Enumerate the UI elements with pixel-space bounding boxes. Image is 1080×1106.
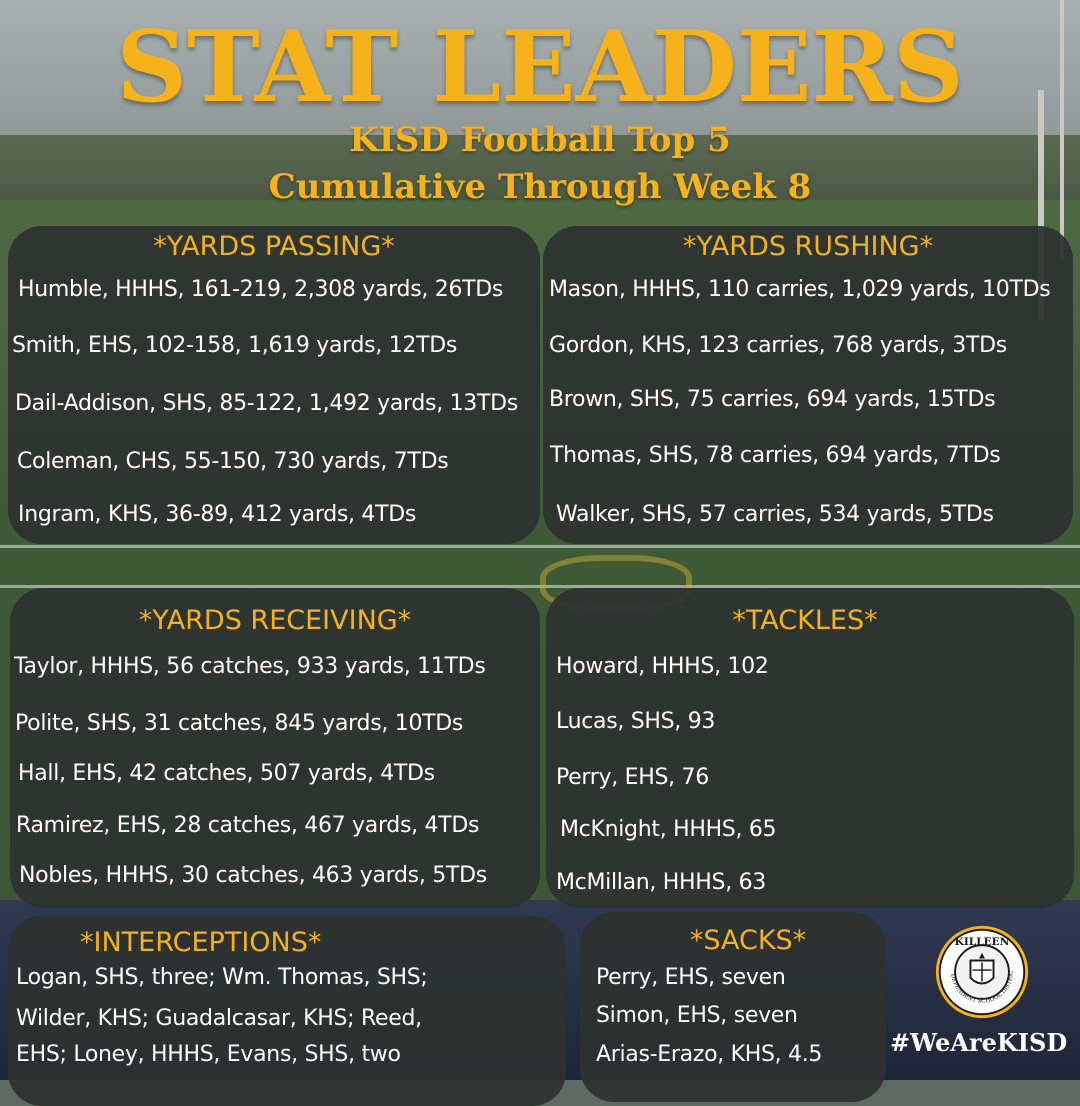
tackles-panel: *TACKLES* Howard, HHHS, 102 Lucas, SHS, … <box>546 588 1074 908</box>
tackles-row: McMillan, HHHS, 63 <box>556 870 766 895</box>
tackles-row: McKnight, HHHS, 65 <box>560 817 777 842</box>
passing-row: Humble, HHHS, 161-219, 2,308 yards, 26TD… <box>18 277 504 302</box>
tree-line <box>0 135 1080 205</box>
interceptions-line: Wilder, KHS; Guadalcasar, KHS; Reed, <box>16 1006 422 1031</box>
rushing-row: Thomas, SHS, 78 carries, 694 yards, 7TDs <box>550 443 1001 468</box>
yard-line <box>0 545 1080 548</box>
rushing-row: Mason, HHHS, 110 carries, 1,029 yards, 1… <box>549 277 1051 302</box>
sacks-row: Simon, EHS, seven <box>596 1003 798 1028</box>
tackles-heading: *TACKLES* <box>732 605 878 636</box>
interceptions-line: EHS; Loney, HHHS, Evans, SHS, two <box>16 1042 401 1067</box>
rushing-row: Brown, SHS, 75 carries, 694 yards, 15TDs <box>549 387 996 412</box>
tackles-row: Lucas, SHS, 93 <box>556 709 716 734</box>
hashtag: #WeAreKISD <box>890 1028 1068 1057</box>
light-pole <box>1060 0 1064 260</box>
rushing-panel: *YARDS RUSHING* Mason, HHHS, 110 carries… <box>543 226 1073 544</box>
seal-top-text: KILLEEN <box>955 936 1010 948</box>
sky <box>0 0 1080 150</box>
receiving-heading: *YARDS RECEIVING* <box>138 605 412 636</box>
receiving-row: Ramirez, EHS, 28 catches, 467 yards, 4TD… <box>16 813 480 838</box>
receiving-row: Polite, SHS, 31 catches, 845 yards, 10TD… <box>15 711 464 736</box>
page-title: STAT LEADERS <box>116 10 964 125</box>
passing-row: Coleman, CHS, 55-150, 730 yards, 7TDs <box>17 449 449 474</box>
subtitle-line-1: KISD Football Top 5 <box>349 120 731 160</box>
passing-row: Dail-Addison, SHS, 85-122, 1,492 yards, … <box>15 391 518 416</box>
rushing-row: Gordon, KHS, 123 carries, 768 yards, 3TD… <box>549 333 1007 358</box>
sacks-heading: *SACKS* <box>689 925 807 956</box>
receiving-row: Taylor, HHHS, 56 catches, 933 yards, 11T… <box>14 654 486 679</box>
kisd-seal-logo: KILLEEN INDEPENDENT SCHOOL DISTRICT <box>934 924 1029 1019</box>
sacks-row: Arias-Erazo, KHS, 4.5 <box>596 1042 823 1067</box>
sacks-row: Perry, EHS, seven <box>596 965 786 990</box>
interceptions-panel: *INTERCEPTIONS* Logan, SHS, three; Wm. T… <box>8 916 566 1106</box>
sacks-panel: *SACKS* Perry, EHS, seven Simon, EHS, se… <box>580 912 886 1102</box>
receiving-row: Hall, EHS, 42 catches, 507 yards, 4TDs <box>18 761 435 786</box>
rushing-heading: *YARDS RUSHING* <box>682 231 934 262</box>
torch-icon <box>979 952 985 959</box>
interceptions-line: Logan, SHS, three; Wm. Thomas, SHS; <box>16 965 428 990</box>
tackles-row: Howard, HHHS, 102 <box>556 654 769 679</box>
receiving-row: Nobles, HHHS, 30 catches, 463 yards, 5TD… <box>19 863 487 888</box>
light-pole <box>1038 90 1044 320</box>
receiving-panel: *YARDS RECEIVING* Taylor, HHHS, 56 catch… <box>10 588 540 908</box>
rushing-row: Walker, SHS, 57 carries, 534 yards, 5TDs <box>556 502 994 527</box>
tackles-row: Perry, EHS, 76 <box>556 765 709 790</box>
passing-heading: *YARDS PASSING* <box>153 231 395 262</box>
passing-panel: *YARDS PASSING* Humble, HHHS, 161-219, 2… <box>8 226 540 544</box>
passing-row: Ingram, KHS, 36-89, 412 yards, 4TDs <box>18 502 417 527</box>
interceptions-heading: *INTERCEPTIONS* <box>80 927 322 958</box>
passing-row: Smith, EHS, 102-158, 1,619 yards, 12TDs <box>12 333 458 358</box>
subtitle-line-2: Cumulative Through Week 8 <box>268 167 812 207</box>
